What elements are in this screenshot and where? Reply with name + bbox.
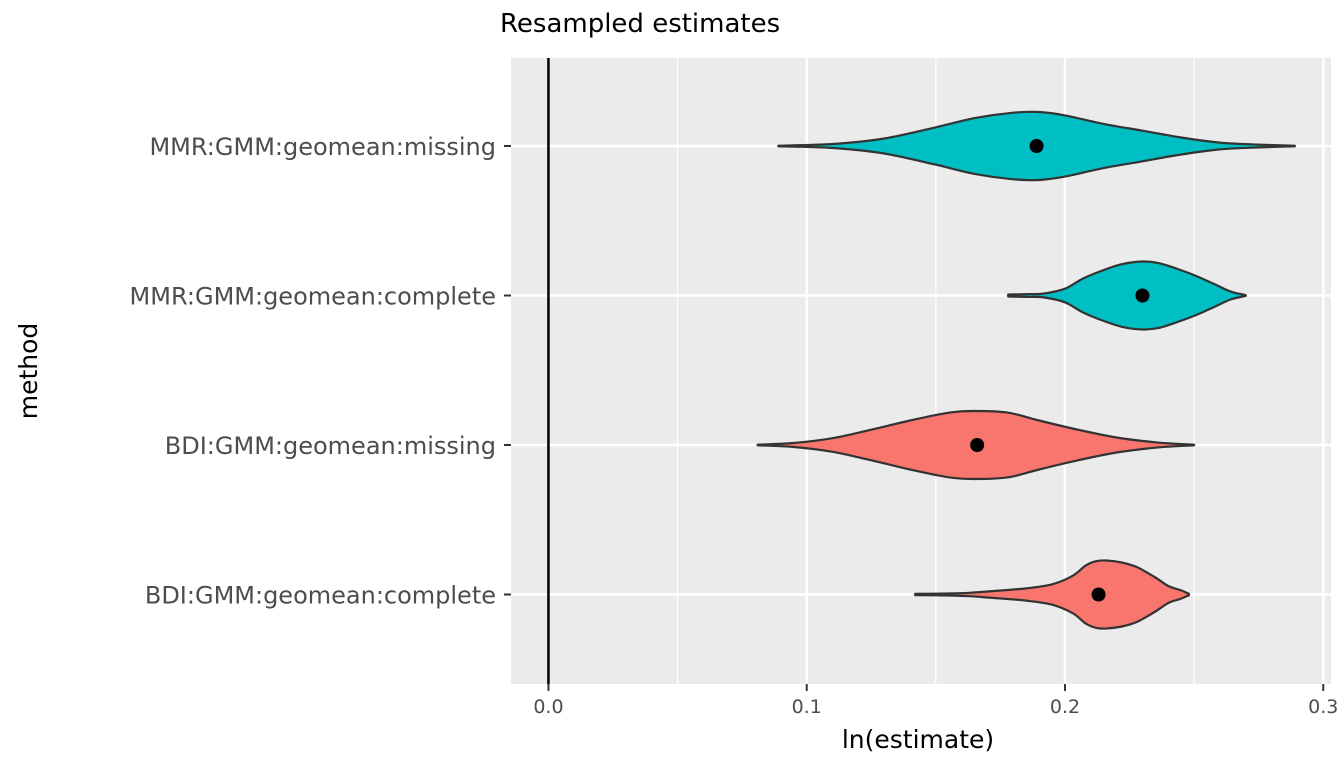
- x-tick-label: 0.0: [533, 696, 563, 718]
- y-tick-label: BDI:GMM:geomean:complete: [145, 582, 496, 610]
- y-axis-title: method: [14, 323, 43, 420]
- violin-mmr-gmm-geomean-complete: [1007, 260, 1247, 331]
- x-tick-label: 0.2: [1050, 696, 1080, 718]
- violins: [756, 110, 1296, 630]
- violin-bdi-gmm-geomean-complete: [914, 559, 1191, 630]
- point-estimate: [1135, 288, 1150, 303]
- point-estimate: [970, 438, 985, 452]
- x-tick-label: 0.3: [1308, 696, 1338, 718]
- y-tick-label: MMR:GMM:geomean:complete: [130, 283, 496, 311]
- x-axis: 0.0 0.1 0.2 0.3: [533, 684, 1338, 718]
- point-estimate: [1091, 587, 1106, 602]
- point-estimate: [1029, 139, 1044, 153]
- y-tick-label: MMR:GMM:geomean:missing: [149, 133, 496, 161]
- chart-title: Resampled estimates: [500, 9, 780, 39]
- y-axis: MMR:GMM:geomean:missing MMR:GMM:geomean:c…: [130, 133, 511, 610]
- y-tick-label: BDI:GMM:geomean:missing: [165, 432, 496, 460]
- x-axis-title: ln(estimate): [842, 725, 994, 754]
- x-tick-label: 0.1: [792, 696, 822, 718]
